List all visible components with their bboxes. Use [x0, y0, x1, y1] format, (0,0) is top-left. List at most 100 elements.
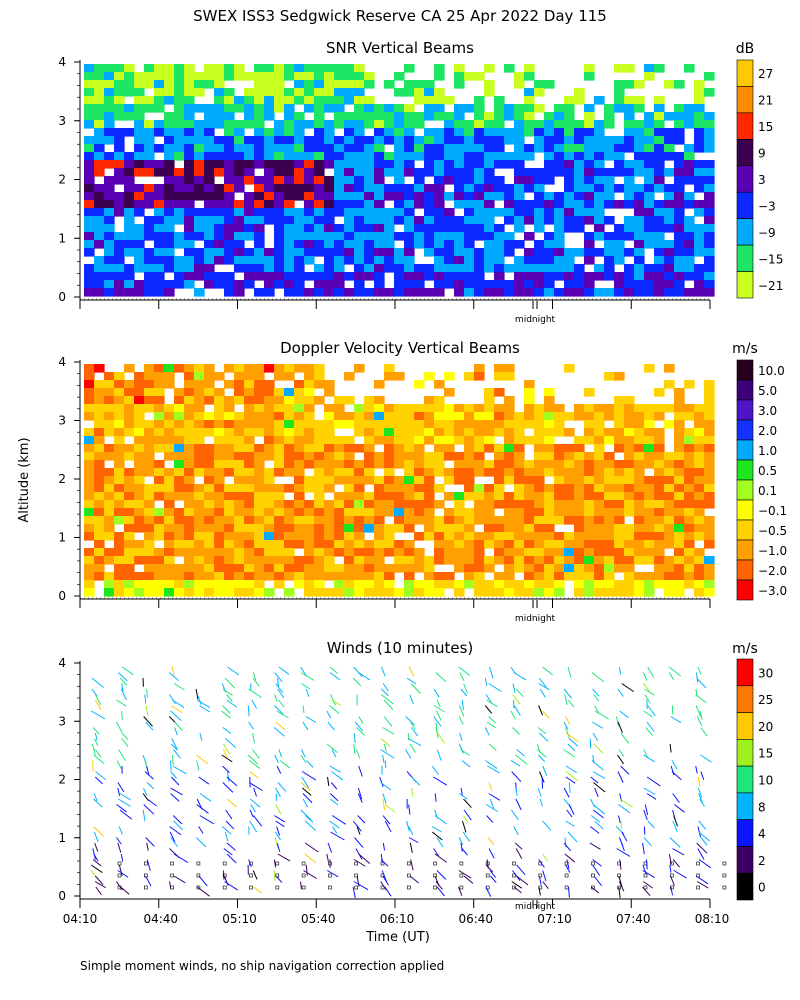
winds-colorbar-title: m/s: [732, 641, 758, 657]
doppler-colorbar-label: −3.0: [758, 584, 787, 598]
doppler-colorbar-swatch: [736, 539, 754, 561]
doppler-colorbar-swatch: [736, 519, 754, 541]
doppler-colorbar-swatch: [736, 459, 754, 481]
snr-colorbar-label: 3: [758, 173, 766, 187]
winds-colorbar-label: 0: [758, 881, 766, 895]
y-axis-label: Altitude (km): [17, 437, 32, 522]
snr-colorbar-swatch: [736, 271, 754, 299]
doppler-colorbar-swatch: [736, 379, 754, 401]
doppler-colorbar-label: 1.0: [758, 444, 777, 458]
winds-colorbar-label: 15: [758, 747, 773, 761]
snr-panel: SNR Vertical Beams dB midnight 0 1 2 3 4 27 21…: [58, 39, 783, 325]
snr-colorbar-label: −21: [758, 279, 783, 293]
x-tick-label: 04:40: [143, 912, 178, 926]
snr-axes: 0 1 2 3 4: [58, 55, 711, 309]
snr-colorbar-label: 15: [758, 120, 773, 134]
winds-ytick-label: 3: [58, 714, 66, 728]
doppler-ytick-label: 4: [58, 355, 66, 369]
winds-colorbar-label: 4: [758, 827, 766, 841]
winds-colorbar-swatch: [736, 872, 754, 901]
doppler-ytick-label: 1: [58, 531, 66, 545]
snr-colorbar-swatch: [736, 165, 754, 193]
snr-ytick-label: 1: [58, 231, 66, 245]
doppler-ytick-label: 0: [58, 589, 66, 603]
winds-ytick-label: 0: [58, 889, 66, 903]
x-tick-label: 05:10: [222, 912, 257, 926]
figure-title: SWEX ISS3 Sedgwick Reserve CA 25 Apr 202…: [193, 7, 607, 25]
doppler-panel-title: Doppler Velocity Vertical Beams: [280, 339, 520, 357]
snr-colorbar-swatch: [736, 59, 754, 87]
snr-colorbar-swatch: [736, 86, 754, 114]
doppler-colorbar-swatch: [736, 579, 754, 601]
snr-colorbar-swatch: [736, 218, 754, 246]
x-tick-label: 06:40: [458, 912, 493, 926]
doppler-plot-area: [84, 364, 715, 597]
doppler-colorbar-swatch: [736, 419, 754, 441]
winds-colorbar-label: 2: [758, 854, 766, 868]
doppler-colorbar-label: 5.0: [758, 384, 777, 398]
doppler-axes: 0 1 2 3 4: [58, 355, 711, 608]
doppler-colorbar-label: 0.5: [758, 464, 777, 478]
x-tick-label: 07:40: [616, 912, 651, 926]
snr-colorbar-title: dB: [736, 41, 755, 57]
winds-midnight-label: midnight: [515, 902, 556, 912]
snr-colorbar-swatch: [736, 191, 754, 219]
winds-panel-title: Winds (10 minutes): [327, 639, 474, 657]
snr-colorbar-label: 21: [758, 94, 773, 108]
doppler-colorbar-label: 10.0: [758, 364, 785, 378]
doppler-colorbar-label: 3.0: [758, 404, 777, 418]
winds-ytick-label: 4: [58, 656, 66, 670]
winds-colorbar-swatch: [736, 792, 754, 820]
snr-colorbar-swatch: [736, 244, 754, 272]
winds-colorbar-label: 25: [758, 693, 773, 707]
winds-colorbar-swatch: [736, 712, 754, 740]
doppler-colorbar-label: 0.1: [758, 484, 777, 498]
snr-panel-title: SNR Vertical Beams: [326, 39, 474, 57]
doppler-colorbar-label: −0.5: [758, 524, 787, 538]
winds-colorbar-label: 20: [758, 720, 773, 734]
doppler-colorbar-title: m/s: [732, 341, 758, 357]
x-tick-label: 07:10: [537, 912, 572, 926]
doppler-colorbar: 10.0 5.0 3.0 2.0 1.0 0.5 0.1 −0.1 −0.5 −1.0 −2.0 −3…: [736, 359, 787, 601]
winds-plot-area: [90, 666, 727, 899]
snr-colorbar-label: −15: [758, 252, 783, 266]
snr-ytick-label: 3: [58, 114, 66, 128]
doppler-midnight-label: midnight: [515, 614, 556, 624]
winds-axes: 0 1 2 3 4 04:10 04:40 05:10 05:40 06:10 06:40 07:10…: [58, 656, 729, 926]
snr-ytick-label: 4: [58, 55, 66, 69]
x-tick-label: 05:40: [301, 912, 336, 926]
winds-colorbar-swatch: [736, 765, 754, 794]
winds-ytick-label: 1: [58, 831, 66, 845]
doppler-panel: Doppler Velocity Vertical Beams m/s midn…: [58, 339, 787, 624]
winds-colorbar-label: 8: [758, 800, 766, 814]
winds-ytick-label: 2: [58, 773, 66, 787]
doppler-colorbar-swatch: [736, 359, 754, 381]
snr-midnight-label: midnight: [515, 315, 556, 325]
x-tick-label: 04:10: [63, 912, 98, 926]
snr-colorbar: 27 21 15 9 3 −3 −9 −15 −21: [736, 59, 783, 299]
x-axis-label: Time (UT): [365, 930, 430, 945]
winds-colorbar-swatch: [736, 739, 754, 767]
doppler-colorbar-swatch: [736, 559, 754, 581]
doppler-ytick-label: 3: [58, 414, 66, 428]
winds-panel: Winds (10 minutes) m/s midnight Time (UT…: [58, 639, 773, 945]
snr-colorbar-swatch: [736, 139, 754, 167]
winds-colorbar-swatch: [736, 819, 754, 847]
snr-ytick-label: 0: [58, 290, 66, 304]
snr-colorbar-label: −9: [758, 226, 776, 240]
doppler-colorbar-swatch: [736, 479, 754, 501]
doppler-colorbar-label: −1.0: [758, 544, 787, 558]
snr-colorbar-label: 27: [758, 67, 773, 81]
snr-colorbar-label: 9: [758, 147, 766, 161]
x-tick-label: 06:10: [380, 912, 415, 926]
snr-ytick-label: 2: [58, 173, 66, 187]
snr-plot-area: [84, 64, 715, 297]
winds-colorbar-label: 10: [758, 774, 773, 788]
winds-colorbar-swatch: [736, 846, 754, 874]
winds-colorbar-swatch: [736, 685, 754, 713]
doppler-colorbar-label: −2.0: [758, 564, 787, 578]
snr-colorbar-label: −3: [758, 199, 776, 213]
doppler-colorbar-label: 2.0: [758, 424, 777, 438]
